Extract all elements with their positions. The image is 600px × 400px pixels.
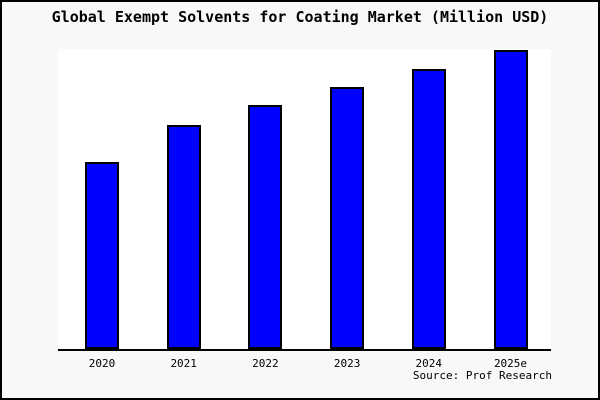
x-tick-label-2020: 2020 <box>88 357 116 370</box>
x-axis-labels: 2020 2021 2022 2023 2024 2025e <box>2 357 598 371</box>
x-tick-label-2025e: 2025e <box>493 357 528 370</box>
bar-2024 <box>412 69 446 349</box>
source-credit: Source: Prof Research <box>412 369 552 382</box>
bar-2022 <box>248 105 282 349</box>
bar-2020 <box>85 162 119 349</box>
x-tick-label-2024: 2024 <box>415 357 443 370</box>
x-tick-label-2023: 2023 <box>333 357 361 370</box>
x-tick-label-2022: 2022 <box>252 357 279 370</box>
plot-area <box>58 49 551 351</box>
bar-2021 <box>167 125 201 349</box>
chart-title: Global Exempt Solvents for Coating Marke… <box>51 8 549 26</box>
x-axis-line <box>58 349 551 351</box>
bar-2025e <box>494 50 528 349</box>
bar-2023 <box>330 87 364 349</box>
x-tick-label-2021: 2021 <box>170 357 197 370</box>
